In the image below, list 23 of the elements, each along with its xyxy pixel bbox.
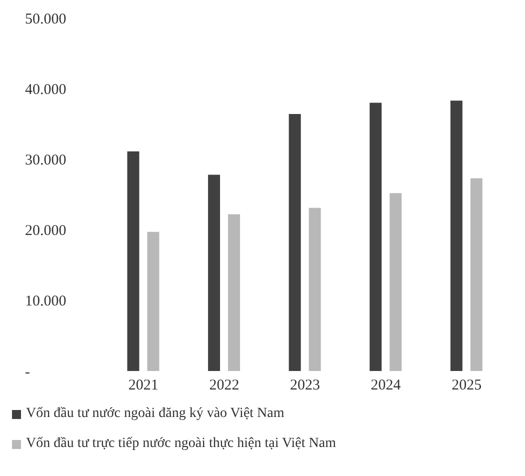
y-tick-label: 30.000 bbox=[25, 152, 66, 169]
bar bbox=[450, 100, 462, 371]
x-tick-label: 2023 bbox=[290, 378, 320, 394]
x-tick-label: 2021 bbox=[128, 378, 158, 394]
x-tick-label: 2022 bbox=[209, 378, 240, 394]
bar bbox=[228, 214, 240, 371]
bar bbox=[147, 232, 160, 371]
y-tick-label: 40.000 bbox=[25, 82, 66, 98]
bar bbox=[127, 151, 140, 371]
bar bbox=[208, 174, 220, 371]
bar bbox=[470, 178, 482, 371]
bar bbox=[370, 102, 382, 371]
y-tick-label: 20.000 bbox=[25, 223, 66, 240]
x-tick-label: 2025 bbox=[452, 378, 482, 394]
bar bbox=[308, 208, 321, 371]
y-tick-label: 50.000 bbox=[25, 11, 66, 28]
legend-label: Vốn đầu tư nước ngoài đăng ký vào Việt Nam bbox=[26, 406, 284, 422]
bar bbox=[390, 193, 402, 371]
x-tick-label: 2024 bbox=[370, 378, 402, 394]
y-tick-label: - bbox=[25, 364, 30, 380]
bar bbox=[288, 114, 301, 371]
y-tick-label: 10.000 bbox=[25, 294, 66, 310]
legend-label: Vốn đầu tư trực tiếp nước ngoài thực hiện tại Việt Nam bbox=[26, 436, 336, 452]
